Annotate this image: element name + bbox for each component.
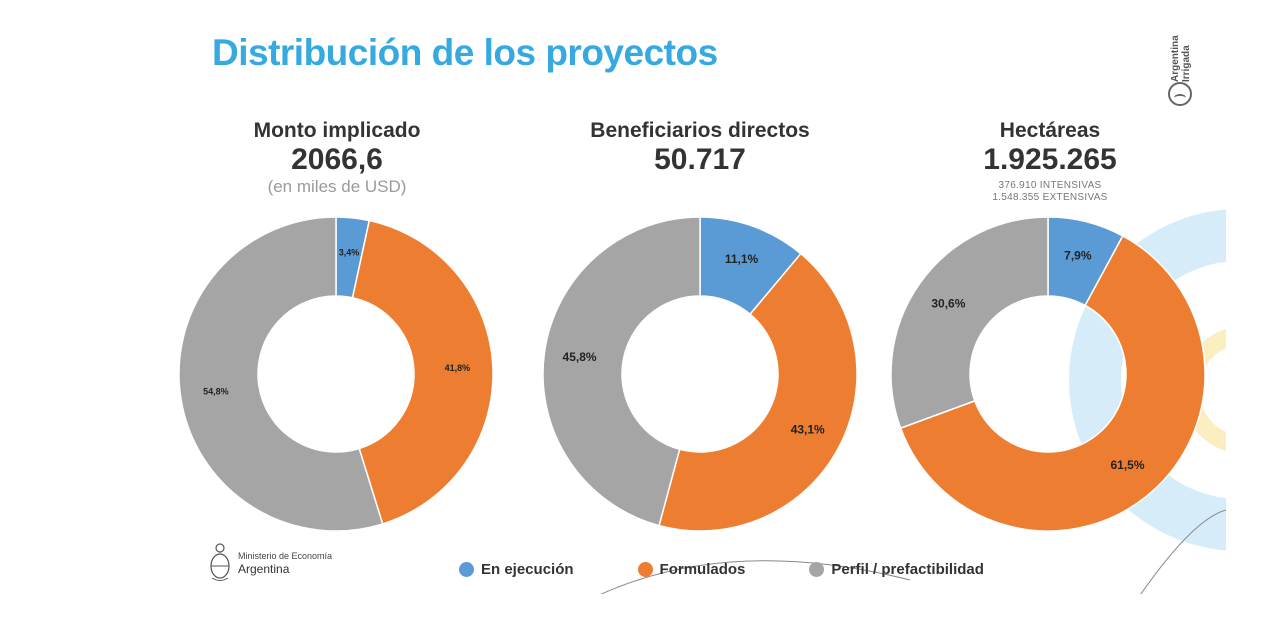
chart-header-beneficiarios: Beneficiarios directos 50.717 [535, 119, 865, 177]
data-label: 61,5% [1110, 458, 1144, 472]
data-label: 41,8% [445, 363, 471, 373]
donut-chart-beneficiarios: 11,1% 43,1% 45,8% [542, 216, 858, 532]
brand-block: Argentina Irrigada [1162, 20, 1202, 120]
decor-blue-ring [1069, 209, 1226, 551]
legend-item-formulados: Formulados [637, 561, 746, 578]
data-label: 45,8% [563, 350, 597, 364]
data-label: 7,9% [1064, 248, 1092, 262]
page-title: Distribución de los proyectos [212, 32, 718, 73]
chart-value: 2066,6 [291, 143, 383, 176]
donut-chart-hectareas: 7,9% 61,5% 30,6% [890, 216, 1206, 532]
coat-of-arms-icon [210, 543, 230, 581]
data-label: 30,6% [931, 297, 965, 311]
ministry-logo: Ministerio de Economía Argentina [208, 542, 332, 584]
donut-chart-monto: 3,4% 41,8% 54,8% [178, 216, 494, 532]
slice-perfil [178, 216, 384, 532]
legend-item-en-ejecucion: En ejecución [459, 561, 574, 578]
legend-label: En ejecución [481, 561, 574, 578]
legend-swatch [459, 562, 474, 577]
ministry-text: Ministerio de Economía Argentina [238, 551, 332, 576]
chart-title: Hectáreas [999, 119, 1101, 142]
legend-label: Formulados [659, 561, 746, 578]
chart-value: 1.925.265 [983, 143, 1117, 176]
data-label: 54,8% [203, 387, 229, 397]
brand-line-1: Argentina [1170, 35, 1181, 82]
chart-note-extensivas: 1.548.355 EXTENSIVAS [992, 192, 1108, 203]
ministry-line-2: Argentina [238, 561, 290, 576]
ministry-line-1: Ministerio de Economía [238, 550, 333, 561]
slice-formulados [351, 219, 494, 525]
data-label: 43,1% [791, 422, 825, 436]
decor-grey-arc-2 [1140, 509, 1226, 594]
slice-perfil [890, 216, 1049, 430]
decor-grey-arc [600, 560, 911, 594]
chart-header-hectareas: Hectáreas 1.925.265 376.910 INTENSIVAS 1… [885, 119, 1215, 204]
argentina-irrigada-logo-icon [1168, 82, 1192, 106]
legend-swatch [637, 562, 653, 577]
slice-formulados [899, 234, 1206, 532]
data-label: 11,1% [725, 252, 759, 266]
chart-title: Beneficiarios directos [590, 119, 810, 142]
chart-title: Monto implicado [253, 119, 421, 142]
chart-note-intensivas: 376.910 INTENSIVAS [998, 180, 1102, 191]
slice-perfil [542, 216, 701, 527]
legend: En ejecución Formulados Perfil / prefact… [459, 561, 984, 578]
chart-header-monto: Monto implicado 2066,6 (en miles de USD) [172, 119, 502, 197]
legend-label: Perfil / prefactibilidad [831, 561, 984, 578]
chart-subtitle: (en miles de USD) [267, 177, 407, 196]
slice-formulados [658, 252, 858, 532]
brand-line-2: Irrigada [1181, 45, 1192, 82]
chart-value: 50.717 [654, 143, 746, 176]
data-label: 3,4% [339, 248, 360, 258]
slide: Distribución de los proyectos Argentina … [150, 20, 1226, 594]
legend-item-perfil: Perfil / prefactibilidad [809, 561, 984, 578]
brand-text: Argentina Irrigada [1170, 35, 1192, 82]
legend-swatch [809, 562, 825, 577]
